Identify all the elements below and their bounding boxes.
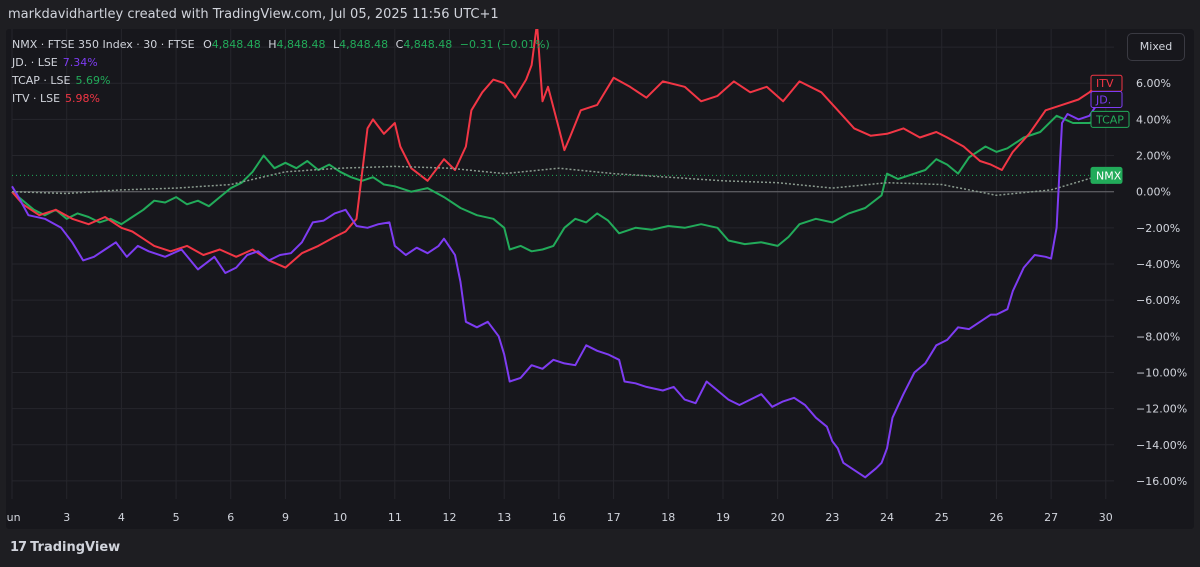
x-tick-label: 9 xyxy=(282,511,289,524)
legend-high-label: H xyxy=(268,38,277,51)
y-tick-label: 0.00% xyxy=(1136,186,1171,199)
x-tick-label: 19 xyxy=(716,511,730,524)
scale-mode-button[interactable]: Mixed xyxy=(1127,33,1185,61)
series-line-itv xyxy=(11,29,1101,269)
legend-high-value: 4,848.48 xyxy=(276,38,326,51)
x-tick-label: 5 xyxy=(173,511,180,524)
y-tick-label: −12.00% xyxy=(1136,403,1187,416)
price-tag-tcap xyxy=(1090,110,1130,128)
price-tag-label: NMX xyxy=(1096,169,1122,182)
x-tick-label: 24 xyxy=(880,511,894,524)
legend-low-label: L xyxy=(333,38,340,51)
legend-item-label: TCAP · LSE xyxy=(12,74,71,87)
chart-panel[interactable]: 8.00%6.00%4.00%2.00%0.00%−2.00%−4.00%−6.… xyxy=(6,29,1194,529)
y-tick-label: 2.00% xyxy=(1136,150,1171,163)
legend-close-label: C xyxy=(395,38,404,51)
tradingview-logo[interactable]: 17 TradingView xyxy=(10,540,120,555)
legend-item-value: 7.34% xyxy=(62,56,98,69)
y-tick-label: −10.00% xyxy=(1136,366,1187,379)
x-tick-label: 18 xyxy=(661,511,675,524)
y-tick-label: −16.00% xyxy=(1136,475,1187,488)
series-line-jd xyxy=(11,98,1102,479)
x-tick-label: 11 xyxy=(388,511,402,524)
x-tick-label: 4 xyxy=(118,511,125,524)
legend-item-jd[interactable]: JD. · LSE 7.34% xyxy=(12,56,98,69)
price-tag-label: JD. xyxy=(1095,94,1111,107)
y-tick-label: −14.00% xyxy=(1136,439,1187,452)
legend-item-itv[interactable]: ITV · LSE 5.98% xyxy=(12,92,100,105)
series-line-nmx xyxy=(11,165,1101,197)
legend-main-symbol: NMX · FTSE 350 Index · 30 · FTSE xyxy=(12,38,195,51)
y-tick-label: −8.00% xyxy=(1136,330,1180,343)
legend-item-value: 5.98% xyxy=(65,92,100,105)
tradingview-brand-text: TradingView xyxy=(30,540,121,555)
legend-change-value: −0.31 (−0.01%) xyxy=(459,38,550,51)
legend-item-value: 5.69% xyxy=(75,74,111,87)
y-tick-label: 6.00% xyxy=(1136,77,1171,90)
x-tick-label: Jun xyxy=(6,511,21,524)
legend-low-value: 4,848.48 xyxy=(339,38,389,51)
tradingview-logo-icon: 17 xyxy=(10,540,27,555)
series-line-tcap xyxy=(11,114,1101,253)
price-tag-label: TCAP xyxy=(1095,113,1124,126)
attribution-text: markdavidhartley created with TradingVie… xyxy=(8,7,499,22)
y-tick-label: −2.00% xyxy=(1136,222,1180,235)
legend-close-value: 4,848.48 xyxy=(403,38,453,51)
x-tick-label: 25 xyxy=(935,511,949,524)
y-tick-label: −6.00% xyxy=(1136,294,1180,307)
x-tick-label: 6 xyxy=(227,511,234,524)
price-tag-label: ITV xyxy=(1096,77,1114,90)
legend-main[interactable]: NMX · FTSE 350 Index · 30 · FTSE O4,848.… xyxy=(12,38,550,51)
x-tick-label: 30 xyxy=(1099,511,1113,524)
x-tick-label: 27 xyxy=(1044,511,1058,524)
x-tick-label: 16 xyxy=(552,511,566,524)
price-chart[interactable]: 8.00%6.00%4.00%2.00%0.00%−2.00%−4.00%−6.… xyxy=(6,29,1194,529)
x-tick-label: 10 xyxy=(333,511,347,524)
legend-item-tcap[interactable]: TCAP · LSE 5.69% xyxy=(12,74,110,87)
x-tick-label: 26 xyxy=(989,511,1003,524)
x-tick-label: 20 xyxy=(771,511,785,524)
legend-item-label: JD. · LSE xyxy=(12,56,58,69)
y-tick-label: 4.00% xyxy=(1136,113,1171,126)
x-tick-label: 17 xyxy=(607,511,621,524)
x-tick-label: 12 xyxy=(443,511,457,524)
x-tick-label: 3 xyxy=(63,511,70,524)
legend-open-value: 4,848.48 xyxy=(211,38,261,51)
price-tag-jd xyxy=(1090,91,1123,108)
legend-open-label: O xyxy=(203,38,212,51)
legend-item-label: ITV · LSE xyxy=(12,92,61,105)
price-tag-nmx xyxy=(1090,166,1123,184)
y-tick-label: −4.00% xyxy=(1136,258,1180,271)
x-tick-label: 23 xyxy=(825,511,839,524)
x-tick-label: 13 xyxy=(497,511,511,524)
